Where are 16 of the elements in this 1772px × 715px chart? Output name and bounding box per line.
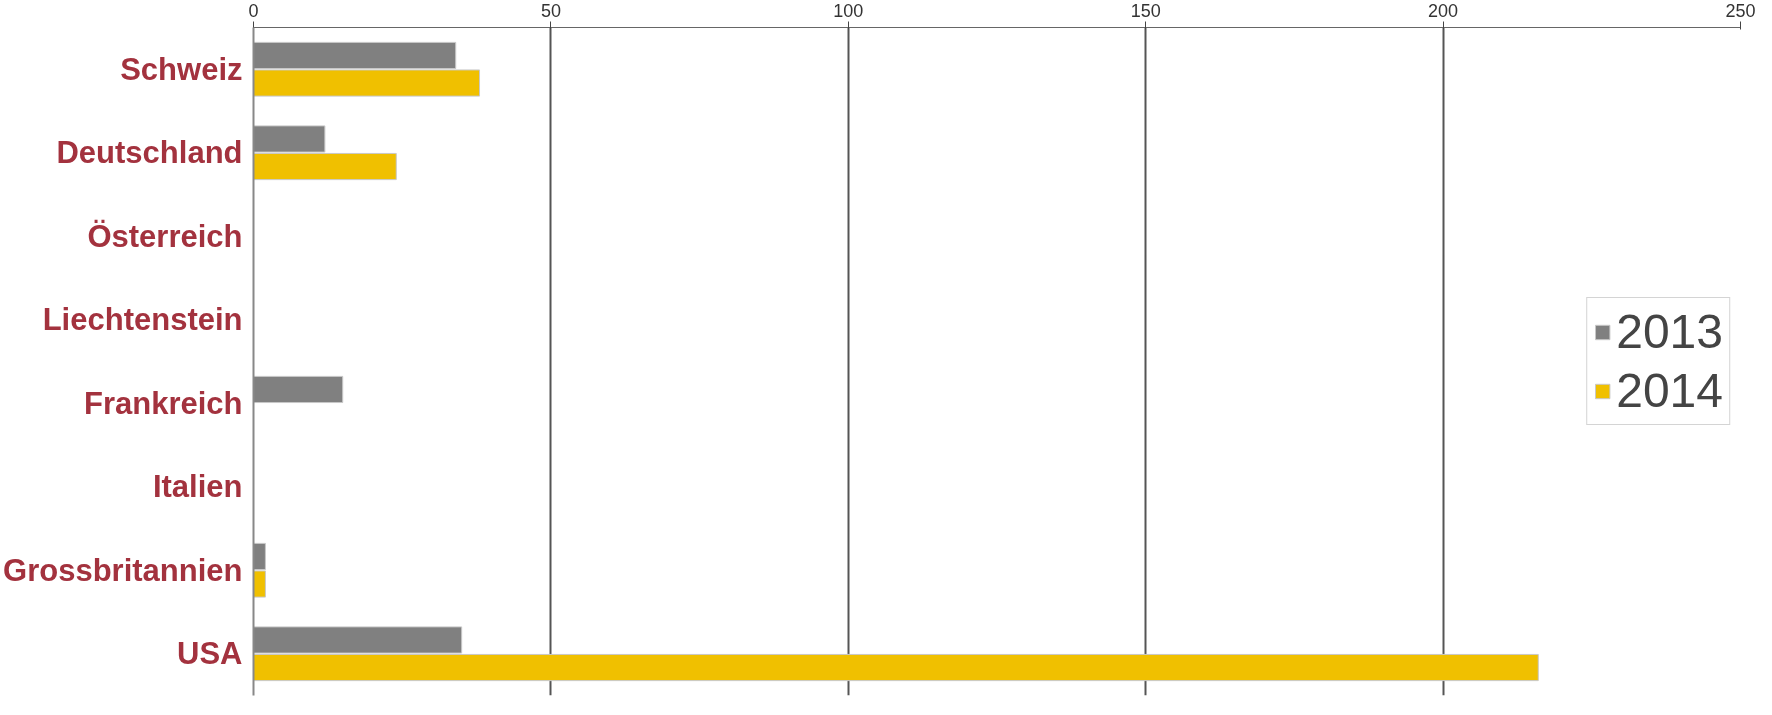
y-tick-label: Deutschland (56, 135, 243, 171)
y-tick-label: Schweiz (120, 51, 243, 87)
y-tick-label: Frankreich (83, 385, 243, 421)
x-tick-label: 50 (540, 0, 561, 21)
y-tick-label: Österreich (87, 218, 243, 254)
legend-label: 2013 (1616, 304, 1723, 359)
x-tick-label: 100 (833, 0, 864, 21)
y-tick-label: Italien (152, 469, 243, 505)
legend-label: 2014 (1616, 363, 1723, 418)
x-tick-label: 200 (1428, 0, 1459, 21)
y-tick-label: Liechtenstein (42, 302, 243, 338)
x-tick-label: 250 (1725, 0, 1756, 21)
y-tick-label: Grossbritannien (3, 552, 243, 588)
x-tick-label: 0 (248, 0, 259, 21)
y-tick-label: USA (177, 636, 243, 672)
x-tick-label: 150 (1130, 0, 1161, 21)
